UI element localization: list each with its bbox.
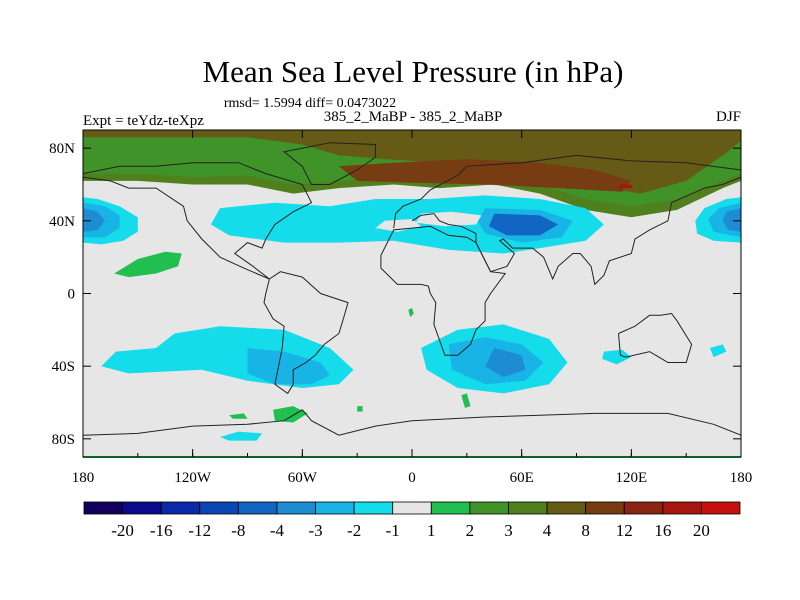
colorbar-label: -2 <box>347 521 361 540</box>
contour-region-arctic-high-8-12 <box>338 159 632 192</box>
contour-region-tropical-pacific-high <box>114 251 182 278</box>
colorbar-swatch <box>353 501 394 515</box>
colorbar-label: 4 <box>543 521 552 540</box>
colorbar-label: 3 <box>504 521 513 540</box>
colorbar-swatch <box>662 501 702 515</box>
coastline-south-america <box>263 271 349 395</box>
contour-region-small-low-3 <box>220 431 263 441</box>
colorbar-swatch <box>237 501 278 515</box>
colorbar-swatch <box>623 501 664 515</box>
y-tick-label: 0 <box>68 287 76 303</box>
colorbar-swatch <box>122 501 162 515</box>
season-label: DJF <box>716 109 741 125</box>
y-tick-label: 80S <box>52 432 75 448</box>
coastline-antarctica <box>83 409 741 436</box>
colorbar-swatch <box>508 501 548 515</box>
colorbar-label: -4 <box>270 521 285 540</box>
colorbar-swatch <box>83 501 123 515</box>
x-tick-label: 120W <box>174 470 212 486</box>
contour-region-gap-eurasia <box>415 211 482 227</box>
x-axis-ticks: 180 120W 60W 0 60E 120E 180 <box>72 130 753 486</box>
contour-region-sh-indian-low-3 <box>485 348 526 378</box>
contour-region-small-high-3 <box>408 308 414 318</box>
contour-region-low-pacific-west-3 <box>83 208 105 232</box>
x-tick-label: 60W <box>288 470 318 486</box>
colorbar-swatch <box>585 501 625 515</box>
contour-region-small-high-5 <box>357 406 363 412</box>
x-tick-label: 60E <box>510 470 534 486</box>
colorbar-label: 8 <box>581 521 590 540</box>
colorbar-swatch <box>315 501 355 515</box>
colorbar-label: 20 <box>693 521 710 540</box>
y-tick-label: 40S <box>52 359 75 375</box>
colorbar-label: -8 <box>231 521 245 540</box>
contour-region-small-high-1 <box>273 406 308 423</box>
contour-regions <box>83 130 741 441</box>
map-plot-area <box>82 129 742 458</box>
colorbar-label: 16 <box>654 521 671 540</box>
contour-region-small-high-4 <box>461 393 471 408</box>
coastline-greenland <box>282 142 376 185</box>
contour-region-arctic-high-12-16 <box>618 184 634 189</box>
colorbar-label: -12 <box>188 521 211 540</box>
colorbar-swatch <box>469 501 509 515</box>
contour-region-small-high-2 <box>229 413 248 419</box>
x-tick-label: 120E <box>615 470 647 486</box>
colorbar-swatch <box>392 501 432 515</box>
colorbar-swatch <box>701 501 741 515</box>
colorbar-label: 2 <box>466 521 475 540</box>
x-tick-label: 180 <box>72 470 95 486</box>
contour-region-sh-pacific-low-2 <box>247 348 330 385</box>
experiment-label: Expt = teYdz-teXpz <box>83 113 204 129</box>
contour-region-atlantic-eurasia-low-3 <box>488 213 559 236</box>
y-tick-label: 40N <box>49 214 75 230</box>
colorbar: -20 -16 -12 -8 -4 -3 -2 -1 1 2 3 4 8 12 16 20 <box>83 501 741 540</box>
colorbar-swatch <box>199 501 239 515</box>
colorbar-label: -3 <box>308 521 322 540</box>
coastlines <box>83 142 741 436</box>
x-tick-label: 0 <box>408 470 416 486</box>
colorbar-label: -20 <box>111 521 134 540</box>
coastline-africa <box>380 225 507 356</box>
colorbar-label: 1 <box>427 521 436 540</box>
colorbar-swatch <box>276 501 316 515</box>
contour-region-small-low-1 <box>602 349 632 365</box>
chart-title: Mean Sea Level Pressure (in hPa) <box>203 54 624 89</box>
colorbar-swatch <box>546 501 587 515</box>
colorbar-swatch <box>430 501 471 515</box>
y-tick-label: 80N <box>49 141 75 157</box>
colorbar-label: 12 <box>616 521 633 540</box>
colorbar-swatch <box>160 501 201 515</box>
x-tick-label: 180 <box>730 470 753 486</box>
colorbar-label: -1 <box>386 521 400 540</box>
y-axis-ticks: 80N 40N 0 40S 80S <box>49 141 741 448</box>
comparison-label: 385_2_MaBP - 385_2_MaBP <box>324 109 503 125</box>
contour-region-low-pacific-east-3 <box>722 208 741 232</box>
stats-label: rmsd= 1.5994 diff= 0.0473022 <box>224 96 396 111</box>
contour-region-small-low-2 <box>709 344 727 358</box>
colorbar-label: -16 <box>150 521 173 540</box>
coastline-north-america <box>83 162 313 280</box>
coastline-australia <box>618 312 693 363</box>
